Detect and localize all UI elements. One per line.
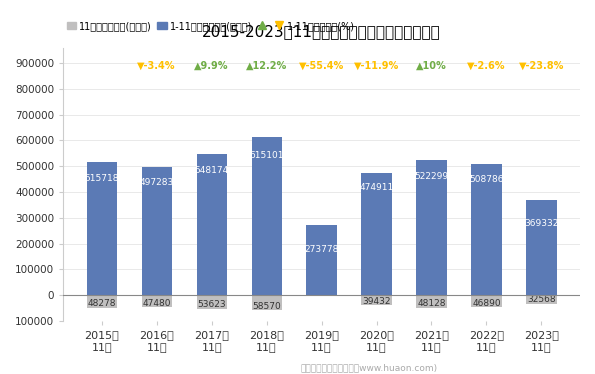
Bar — [361, 295, 392, 305]
Text: 46890: 46890 — [472, 299, 501, 308]
Text: 32568: 32568 — [527, 295, 556, 304]
Bar — [306, 224, 337, 295]
Text: 474911: 474911 — [359, 183, 394, 192]
Text: 53623: 53623 — [198, 300, 226, 309]
Title: 2015-2023年11月漕河泾综合保税区进出口总额: 2015-2023年11月漕河泾综合保税区进出口总额 — [202, 24, 441, 40]
Text: 制图：华经产业研究院（www.huaon.com): 制图：华经产业研究院（www.huaon.com) — [300, 363, 437, 372]
Text: 548174: 548174 — [195, 166, 229, 175]
Text: ▼-23.8%: ▼-23.8% — [519, 61, 564, 71]
Bar — [252, 137, 282, 295]
Bar — [252, 295, 282, 310]
Text: ▲9.9%: ▲9.9% — [195, 61, 229, 71]
Bar — [142, 295, 172, 307]
Text: 47480: 47480 — [142, 299, 171, 308]
Text: 58570: 58570 — [252, 302, 281, 311]
Bar — [416, 160, 447, 295]
Text: 369332: 369332 — [524, 219, 559, 228]
Bar — [87, 295, 117, 307]
Text: ▲10%: ▲10% — [416, 61, 447, 71]
Bar — [361, 173, 392, 295]
Legend: 11月进出口总额(万美元), 1-11月进出口总额(万美元), , 1-11月同比增速(%): 11月进出口总额(万美元), 1-11月进出口总额(万美元), , 1-11月同… — [63, 17, 359, 35]
Bar — [471, 164, 502, 295]
Text: 515718: 515718 — [84, 174, 119, 183]
Text: 48278: 48278 — [87, 299, 116, 308]
Text: 615101: 615101 — [249, 151, 284, 160]
Text: ▼-2.6%: ▼-2.6% — [467, 61, 506, 71]
Text: 508786: 508786 — [469, 175, 504, 184]
Bar — [196, 154, 227, 295]
Bar — [527, 295, 556, 304]
Bar — [471, 295, 502, 307]
Bar — [527, 200, 556, 295]
Text: 273778: 273778 — [305, 245, 339, 254]
Text: 522299: 522299 — [415, 172, 449, 181]
Bar — [142, 167, 172, 295]
Text: 48128: 48128 — [417, 299, 446, 308]
Text: ▲12.2%: ▲12.2% — [246, 61, 287, 71]
Bar — [196, 295, 227, 309]
Text: ▼-55.4%: ▼-55.4% — [299, 61, 344, 71]
Text: ▼-3.4%: ▼-3.4% — [137, 61, 176, 71]
Bar — [416, 295, 447, 307]
Bar — [87, 162, 117, 295]
Text: 39432: 39432 — [362, 297, 391, 306]
Text: ▼-11.9%: ▼-11.9% — [354, 61, 399, 71]
Text: 497283: 497283 — [140, 178, 174, 187]
